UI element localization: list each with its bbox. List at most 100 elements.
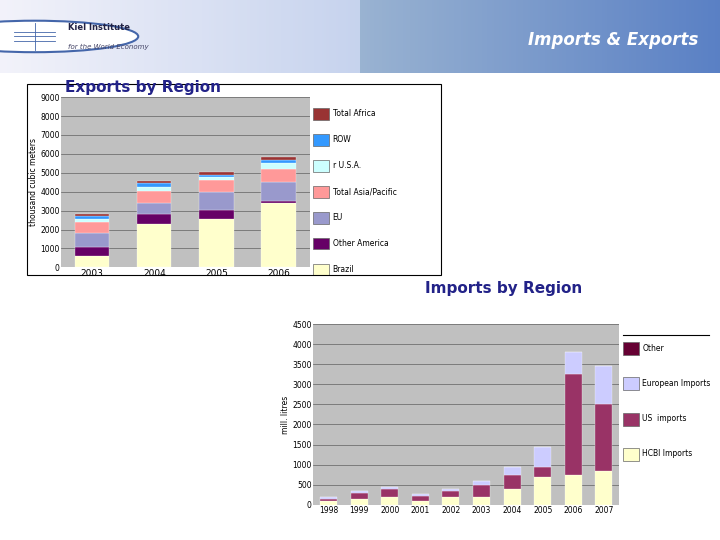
Bar [384,0,387,73]
Bar [132,0,135,73]
Bar [351,499,367,505]
Bar [367,0,370,73]
Bar [639,0,642,73]
Bar [451,0,454,73]
Bar [425,0,428,73]
Bar [151,0,154,73]
Bar [473,485,490,497]
Bar [394,0,397,73]
Bar [677,0,680,73]
Bar [612,0,615,73]
Bar [459,0,462,73]
Bar [279,0,282,73]
Bar [45,0,49,73]
Bar [449,0,452,73]
Bar [679,0,683,73]
Bar [547,0,550,73]
Bar [545,0,548,73]
Bar [595,0,598,73]
Bar [657,0,661,73]
Bar [718,0,720,73]
Bar [427,0,431,73]
Bar [320,497,337,499]
Bar [320,499,337,501]
Bar [261,183,296,201]
Bar [511,0,514,73]
Text: European Imports: European Imports [642,379,711,388]
Bar [199,210,233,219]
Bar [254,0,258,73]
Bar [138,203,171,214]
Bar [65,0,68,73]
Bar [526,0,528,73]
Bar [614,0,618,73]
Text: r U.S.A.: r U.S.A. [333,161,361,170]
Bar [125,0,128,73]
Bar [115,0,118,73]
Bar [538,0,541,73]
Bar [110,0,114,73]
Text: Brazil: Brazil [333,265,354,274]
Bar [461,0,464,73]
Text: HCBI Imports: HCBI Imports [642,449,693,458]
Text: US  imports: US imports [642,414,687,423]
Text: Total Africa: Total Africa [333,110,375,118]
Bar [189,0,193,73]
Bar [593,0,596,73]
Bar [621,0,625,73]
Bar [607,0,611,73]
Bar [156,0,159,73]
Bar [138,183,171,187]
Bar [475,0,478,73]
Bar [713,0,716,73]
Bar [713,0,716,73]
Bar [130,0,132,73]
Bar [171,0,174,73]
Bar [708,0,711,73]
Bar [506,0,510,73]
Bar [600,0,603,73]
Bar [365,0,368,73]
Bar [19,0,22,73]
Bar [430,0,433,73]
Bar [276,0,279,73]
Bar [528,0,531,73]
Bar [542,0,546,73]
Bar [261,0,265,73]
Bar [711,0,714,73]
Bar [446,0,449,73]
Bar [238,0,240,73]
Bar [446,0,449,73]
Bar [653,0,656,73]
Bar [138,181,171,183]
Bar [565,374,582,475]
Bar [521,0,524,73]
Bar [549,0,553,73]
Bar [300,0,303,73]
Bar [117,0,121,73]
Bar [492,0,495,73]
Bar [691,0,694,73]
Bar [650,0,654,73]
Bar [138,191,171,203]
Bar [261,163,296,169]
Bar [423,0,426,73]
Bar [706,0,708,73]
Bar [360,0,363,73]
Bar [166,0,168,73]
Bar [274,0,276,73]
Bar [715,0,719,73]
Bar [389,0,392,73]
Bar [372,0,375,73]
Bar [144,0,147,73]
Bar [631,0,634,73]
Bar [214,0,217,73]
Bar [410,0,413,73]
Bar [443,491,459,497]
Bar [120,0,123,73]
Bar [581,0,584,73]
Bar [667,0,670,73]
Bar [425,0,428,73]
Bar [187,0,190,73]
Bar [691,0,694,73]
